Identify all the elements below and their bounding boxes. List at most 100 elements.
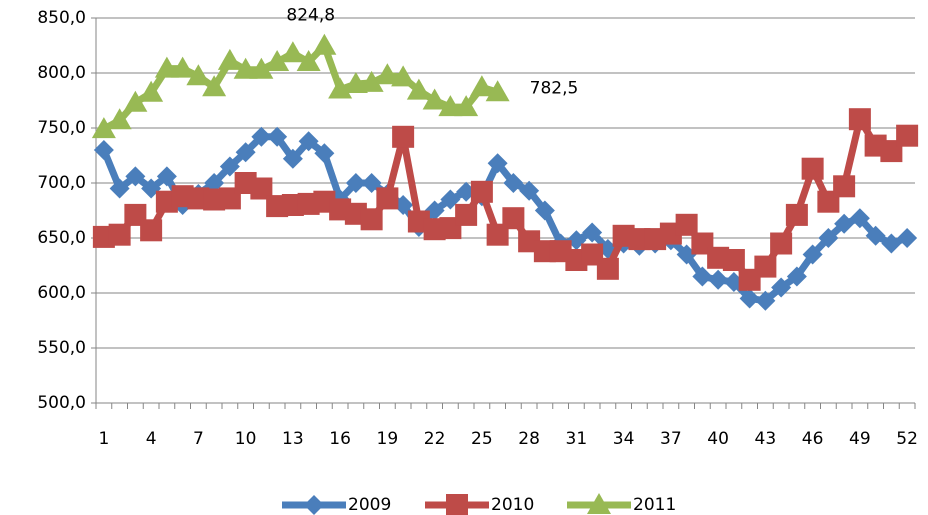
square-marker [675,213,698,236]
square-marker [896,124,919,147]
y-tick-label: 500,0 [37,393,86,413]
x-tick-label: 19 [377,429,399,449]
y-tick-label: 650,0 [37,228,86,248]
square-marker [754,255,777,278]
square-marker [446,494,468,515]
triangle-marker [359,70,384,92]
legend-label: 2011 [633,495,676,515]
diamond-marker [219,156,240,177]
y-tick-label: 550,0 [37,338,86,358]
square-marker [833,175,856,198]
diamond-marker [881,233,902,254]
diamond-marker [708,269,729,290]
triangle-marker [170,56,195,78]
diamond-marker [786,266,807,287]
x-tick-label: 49 [849,429,871,449]
triangle-marker [280,41,305,63]
triangle-marker [139,80,164,102]
triangle-marker [296,50,321,71]
diamond-marker [818,228,839,248]
triangle-marker [249,57,274,79]
triangle-marker [154,56,179,78]
diamond-marker [314,143,335,164]
diamond-marker [235,142,256,163]
x-tick-label: 10 [235,429,257,449]
diamond-marker [93,140,114,160]
square-marker [801,157,824,180]
triangle-marker [217,48,242,70]
diamond-marker [109,178,130,199]
triangle-marker [485,80,510,102]
triangle-marker [438,95,463,117]
diamond-marker [503,173,524,193]
x-tick-label: 28 [518,429,540,449]
square-marker [596,257,619,280]
diamond-marker [692,266,713,287]
diamond-marker [487,153,508,174]
diamond-marker [534,200,555,221]
triangle-marker [265,50,290,71]
triangle-marker [375,63,400,85]
triangle-marker [107,108,132,130]
square-marker [502,207,525,230]
square-marker [455,203,478,226]
square-marker [140,219,163,242]
triangle-marker [587,493,611,514]
diamond-marker [345,173,366,193]
square-marker [108,223,131,246]
diamond-marker [282,148,303,169]
x-tick-label: 40 [707,429,729,449]
square-marker [376,187,399,210]
legend-label: 2009 [348,495,391,515]
diamond-marker [865,225,886,246]
diamond-marker [267,126,288,147]
diamond-marker [304,495,324,515]
triangle-marker [123,90,148,112]
x-tick-label: 46 [802,429,824,449]
data-label: 824,8 [286,6,335,26]
triangle-marker [328,77,353,99]
diamond-marker [125,166,146,187]
x-tick-label: 52 [896,429,918,449]
x-tick-label: 34 [613,429,635,449]
x-tick-label: 22 [424,429,446,449]
diamond-marker [251,126,272,147]
square-marker [770,232,793,255]
x-tick-label: 25 [471,429,493,449]
triangle-marker [312,33,337,55]
square-marker [470,180,493,203]
triangle-marker [454,95,479,117]
y-tick-label: 700,0 [37,173,86,193]
triangle-marker [202,75,227,97]
triangle-marker [406,78,431,100]
diamond-marker [298,131,319,152]
square-marker [848,108,871,131]
triangle-marker [343,72,368,93]
triangle-marker [91,117,116,139]
x-tick-label: 13 [282,429,304,449]
diamond-marker [849,208,870,229]
square-marker [360,208,383,231]
y-tick-label: 600,0 [37,283,86,303]
square-marker [785,203,808,226]
diamond-marker [897,228,918,248]
y-tick-label: 750,0 [37,118,86,138]
diamond-marker [156,166,177,187]
square-marker [722,249,745,271]
diamond-marker [834,213,855,234]
diamond-marker [582,222,603,243]
data-label: 782,5 [530,78,579,98]
x-tick-label: 7 [193,429,204,449]
triangle-marker [186,64,211,86]
diamond-marker [739,288,760,309]
legend-label: 2010 [491,495,534,515]
square-marker [392,125,415,148]
triangle-marker [233,57,258,79]
triangle-marker [422,88,447,110]
x-tick-label: 1 [98,429,109,449]
diamond-marker [755,290,776,311]
y-tick-label: 850,0 [37,8,86,28]
x-tick-label: 31 [566,429,588,449]
square-marker [250,177,273,200]
